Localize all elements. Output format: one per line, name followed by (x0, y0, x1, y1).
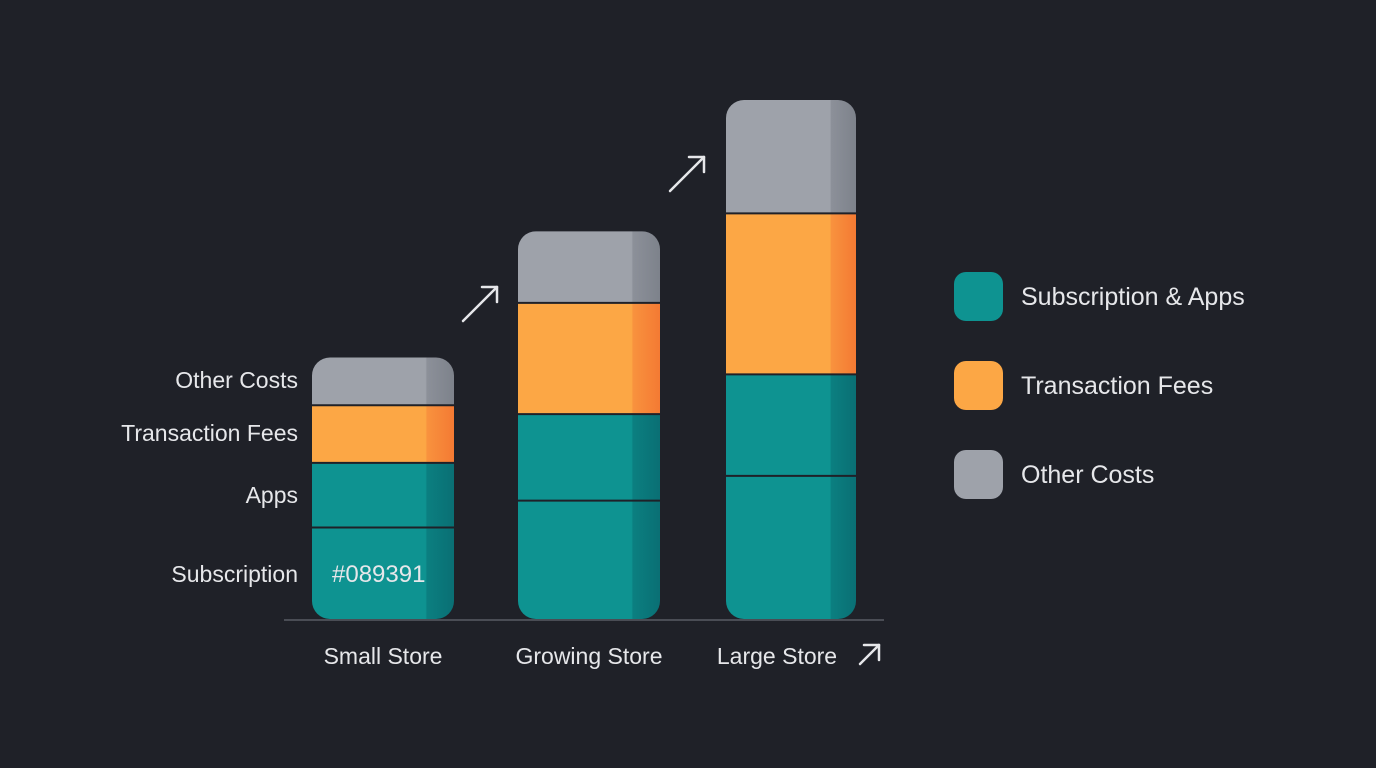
bar-segment-apps (312, 462, 454, 528)
x-tick-labels: Small Store Growing Store Large Store (324, 643, 838, 669)
segment-label: Other Costs (175, 367, 298, 393)
x-tick-label: Growing Store (515, 643, 662, 669)
bar-group (726, 99, 856, 619)
legend-label: Transaction Fees (1021, 372, 1213, 400)
bars-layer (312, 99, 856, 619)
growth-arrows (461, 155, 881, 666)
legend-item: Transaction Fees (954, 361, 1213, 410)
bar-segment-subscription (726, 475, 856, 619)
legend-swatch (954, 361, 1003, 410)
segment-labels: Subscription Apps Transaction Fees Other Co… (121, 367, 298, 587)
legend-item: Subscription & Apps (954, 272, 1245, 321)
bar-segment-other (518, 231, 660, 303)
legend-swatch (954, 272, 1003, 321)
bar-segment-transaction (312, 405, 454, 463)
bar-annotation: #089391 (332, 561, 425, 588)
bar-segment-apps (726, 374, 856, 476)
growth-arrow-icon (461, 285, 499, 323)
x-tick-label: Large Store (717, 643, 837, 669)
segment-label: Transaction Fees (121, 420, 298, 446)
legend-label: Subscription & Apps (1021, 283, 1245, 311)
bar-segment-subscription (312, 527, 454, 619)
bar-segment-transaction (726, 213, 856, 375)
x-tick-label: Small Store (324, 643, 443, 669)
legend: Subscription & Apps Transaction Fees Other… (954, 272, 1245, 499)
segment-label: Apps (246, 482, 298, 508)
bar-segment-other (726, 99, 856, 214)
bar-group (518, 231, 660, 619)
growth-arrow-icon (668, 155, 706, 193)
legend-swatch (954, 450, 1003, 499)
bar-segment-other (312, 357, 454, 406)
bar-segment-apps (518, 414, 660, 501)
growth-arrow-icon (858, 643, 881, 666)
legend-item: Other Costs (954, 450, 1154, 499)
bar-segment-subscription (518, 500, 660, 619)
legend-label: Other Costs (1021, 461, 1154, 489)
bar-group (312, 357, 454, 619)
segment-label: Subscription (171, 561, 298, 587)
bar-segment-transaction (518, 302, 660, 415)
